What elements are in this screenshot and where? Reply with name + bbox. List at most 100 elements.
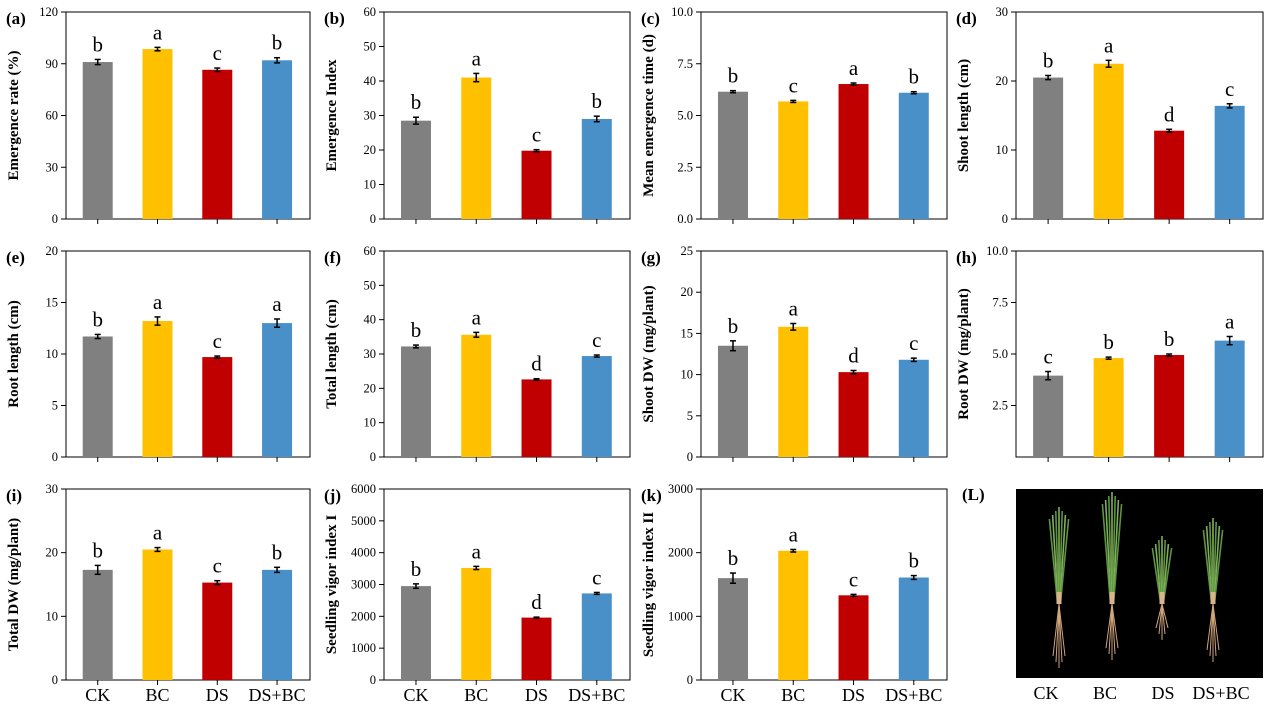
leaf xyxy=(1158,539,1163,601)
bar-ds-bc xyxy=(262,569,293,680)
root xyxy=(1161,603,1169,629)
y-tick-label: 0 xyxy=(52,673,58,687)
root xyxy=(1111,603,1116,655)
bar-bc xyxy=(142,549,173,680)
significance-letter: b xyxy=(1043,48,1054,72)
y-tick-label: 30 xyxy=(46,482,59,496)
x-category-label: BC xyxy=(781,685,805,705)
bar-ds-bc xyxy=(581,356,612,457)
y-tick-label: 0 xyxy=(52,450,58,464)
bar-ck xyxy=(1033,77,1064,219)
y-tick-label: 30 xyxy=(46,160,59,174)
y-axis-label: Total DW (mg/plant) xyxy=(6,518,22,651)
y-tick-label: 0.0 xyxy=(677,212,693,226)
y-tick-label: 10 xyxy=(364,178,377,192)
bar-ck xyxy=(82,62,113,220)
bar-ds xyxy=(521,617,552,680)
significance-letter: c xyxy=(532,123,541,147)
chart-panel: 0 10 20 30 40 50 60 Emergence Index (b) b a c b xyxy=(324,5,631,226)
y-tick-label: 40 xyxy=(364,313,377,327)
x-category-label: CK xyxy=(85,685,110,705)
significance-letter: a xyxy=(789,522,799,546)
significance-letter: c xyxy=(849,567,858,591)
panel-label: (e) xyxy=(6,248,25,267)
photo-category-label: DS xyxy=(1151,683,1174,703)
significance-letter: a xyxy=(153,290,163,314)
root xyxy=(1058,603,1063,663)
significance-letter: b xyxy=(411,90,422,114)
significance-letter: a xyxy=(153,521,163,545)
root xyxy=(1058,603,1066,657)
y-tick-label: 10.0 xyxy=(671,5,693,19)
y-tick-label: 5.0 xyxy=(677,109,693,123)
root xyxy=(1212,603,1220,651)
leaf xyxy=(1213,525,1221,601)
panel-label: (d) xyxy=(956,9,977,28)
significance-letter: b xyxy=(272,31,283,55)
significance-letter: b xyxy=(909,65,920,89)
significance-letter: b xyxy=(728,314,739,338)
y-tick-label: 30 xyxy=(364,109,377,123)
bar-ds-bc xyxy=(1214,105,1245,219)
x-category-label: CK xyxy=(720,685,745,705)
x-category-label: BC xyxy=(464,685,488,705)
photo-category-label: BC xyxy=(1093,683,1117,703)
bar-bc xyxy=(1093,63,1124,219)
y-tick-label: 60 xyxy=(46,109,59,123)
seedling-illustrations xyxy=(1048,492,1224,668)
y-axis-label: Emergence rate (%) xyxy=(6,51,22,181)
y-tick-label: 0 xyxy=(687,450,693,464)
chart-panels: 0 30 60 90 120 Emergence rate (%) (a) b a c b 0 10 20… xyxy=(6,5,1264,705)
chart-panel: 0 30 60 90 120 Emergence rate (%) (a) b a c b xyxy=(6,5,311,226)
y-axis-label: Emergence Index xyxy=(324,59,340,172)
leaf xyxy=(1058,510,1063,601)
y-tick-label: 50 xyxy=(364,40,377,54)
y-tick-label: 6000 xyxy=(351,482,376,496)
y-tick-label: 7.5 xyxy=(677,57,693,71)
y-tick-label: 3000 xyxy=(668,482,693,496)
y-axis-label: Seedling vigor index II xyxy=(641,512,657,657)
y-tick-label: 60 xyxy=(364,5,377,19)
y-tick-label: 10 xyxy=(46,347,59,361)
leaf xyxy=(1059,514,1067,601)
y-tick-label: 5000 xyxy=(351,514,376,528)
y-tick-label: 20 xyxy=(46,546,59,560)
y-tick-label: 4000 xyxy=(351,546,376,560)
significance-letter: c xyxy=(789,73,798,97)
bar-ds xyxy=(838,595,869,680)
y-tick-label: 50 xyxy=(364,278,377,292)
bar-bc xyxy=(461,334,492,457)
significance-letter: c xyxy=(213,554,222,578)
y-tick-label: 20 xyxy=(364,381,377,395)
chart-panel: 0 1000 2000 3000 4000 5000 6000 Seedling vigor … xyxy=(324,482,631,705)
bar-ds xyxy=(838,84,869,219)
bar-bc xyxy=(778,550,809,680)
photo-category-label: DS+BC xyxy=(1192,683,1249,703)
y-tick-label: 2000 xyxy=(668,546,693,560)
stem-base xyxy=(1159,592,1165,604)
panel-label: (i) xyxy=(6,486,22,505)
x-category-label: DS+BC xyxy=(248,685,305,705)
bar-ds xyxy=(1154,355,1185,457)
significance-letter: b xyxy=(92,32,103,56)
leaf xyxy=(1154,543,1162,601)
stem-base xyxy=(1210,592,1216,604)
x-category-label: DS xyxy=(525,685,548,705)
y-tick-label: 5.0 xyxy=(992,347,1008,361)
y-tick-label: 0 xyxy=(687,673,693,687)
x-category-label: DS xyxy=(206,685,229,705)
bar-ck xyxy=(400,120,431,219)
significance-letter: b xyxy=(592,89,603,113)
y-tick-label: 3000 xyxy=(351,578,376,592)
chart-panel: 0 10 20 30 Total DW (mg/plant) (i) b CK a BC c DS b D… xyxy=(6,482,311,705)
y-tick-label: 30 xyxy=(364,347,377,361)
panel-label: (b) xyxy=(324,9,345,28)
significance-letter: b xyxy=(728,64,739,88)
bar-ck xyxy=(400,586,431,680)
bar-bc xyxy=(461,77,492,219)
leaf xyxy=(1048,518,1058,601)
leaf xyxy=(1101,503,1111,601)
significance-letter: c xyxy=(213,41,222,65)
leaf xyxy=(1202,529,1212,601)
